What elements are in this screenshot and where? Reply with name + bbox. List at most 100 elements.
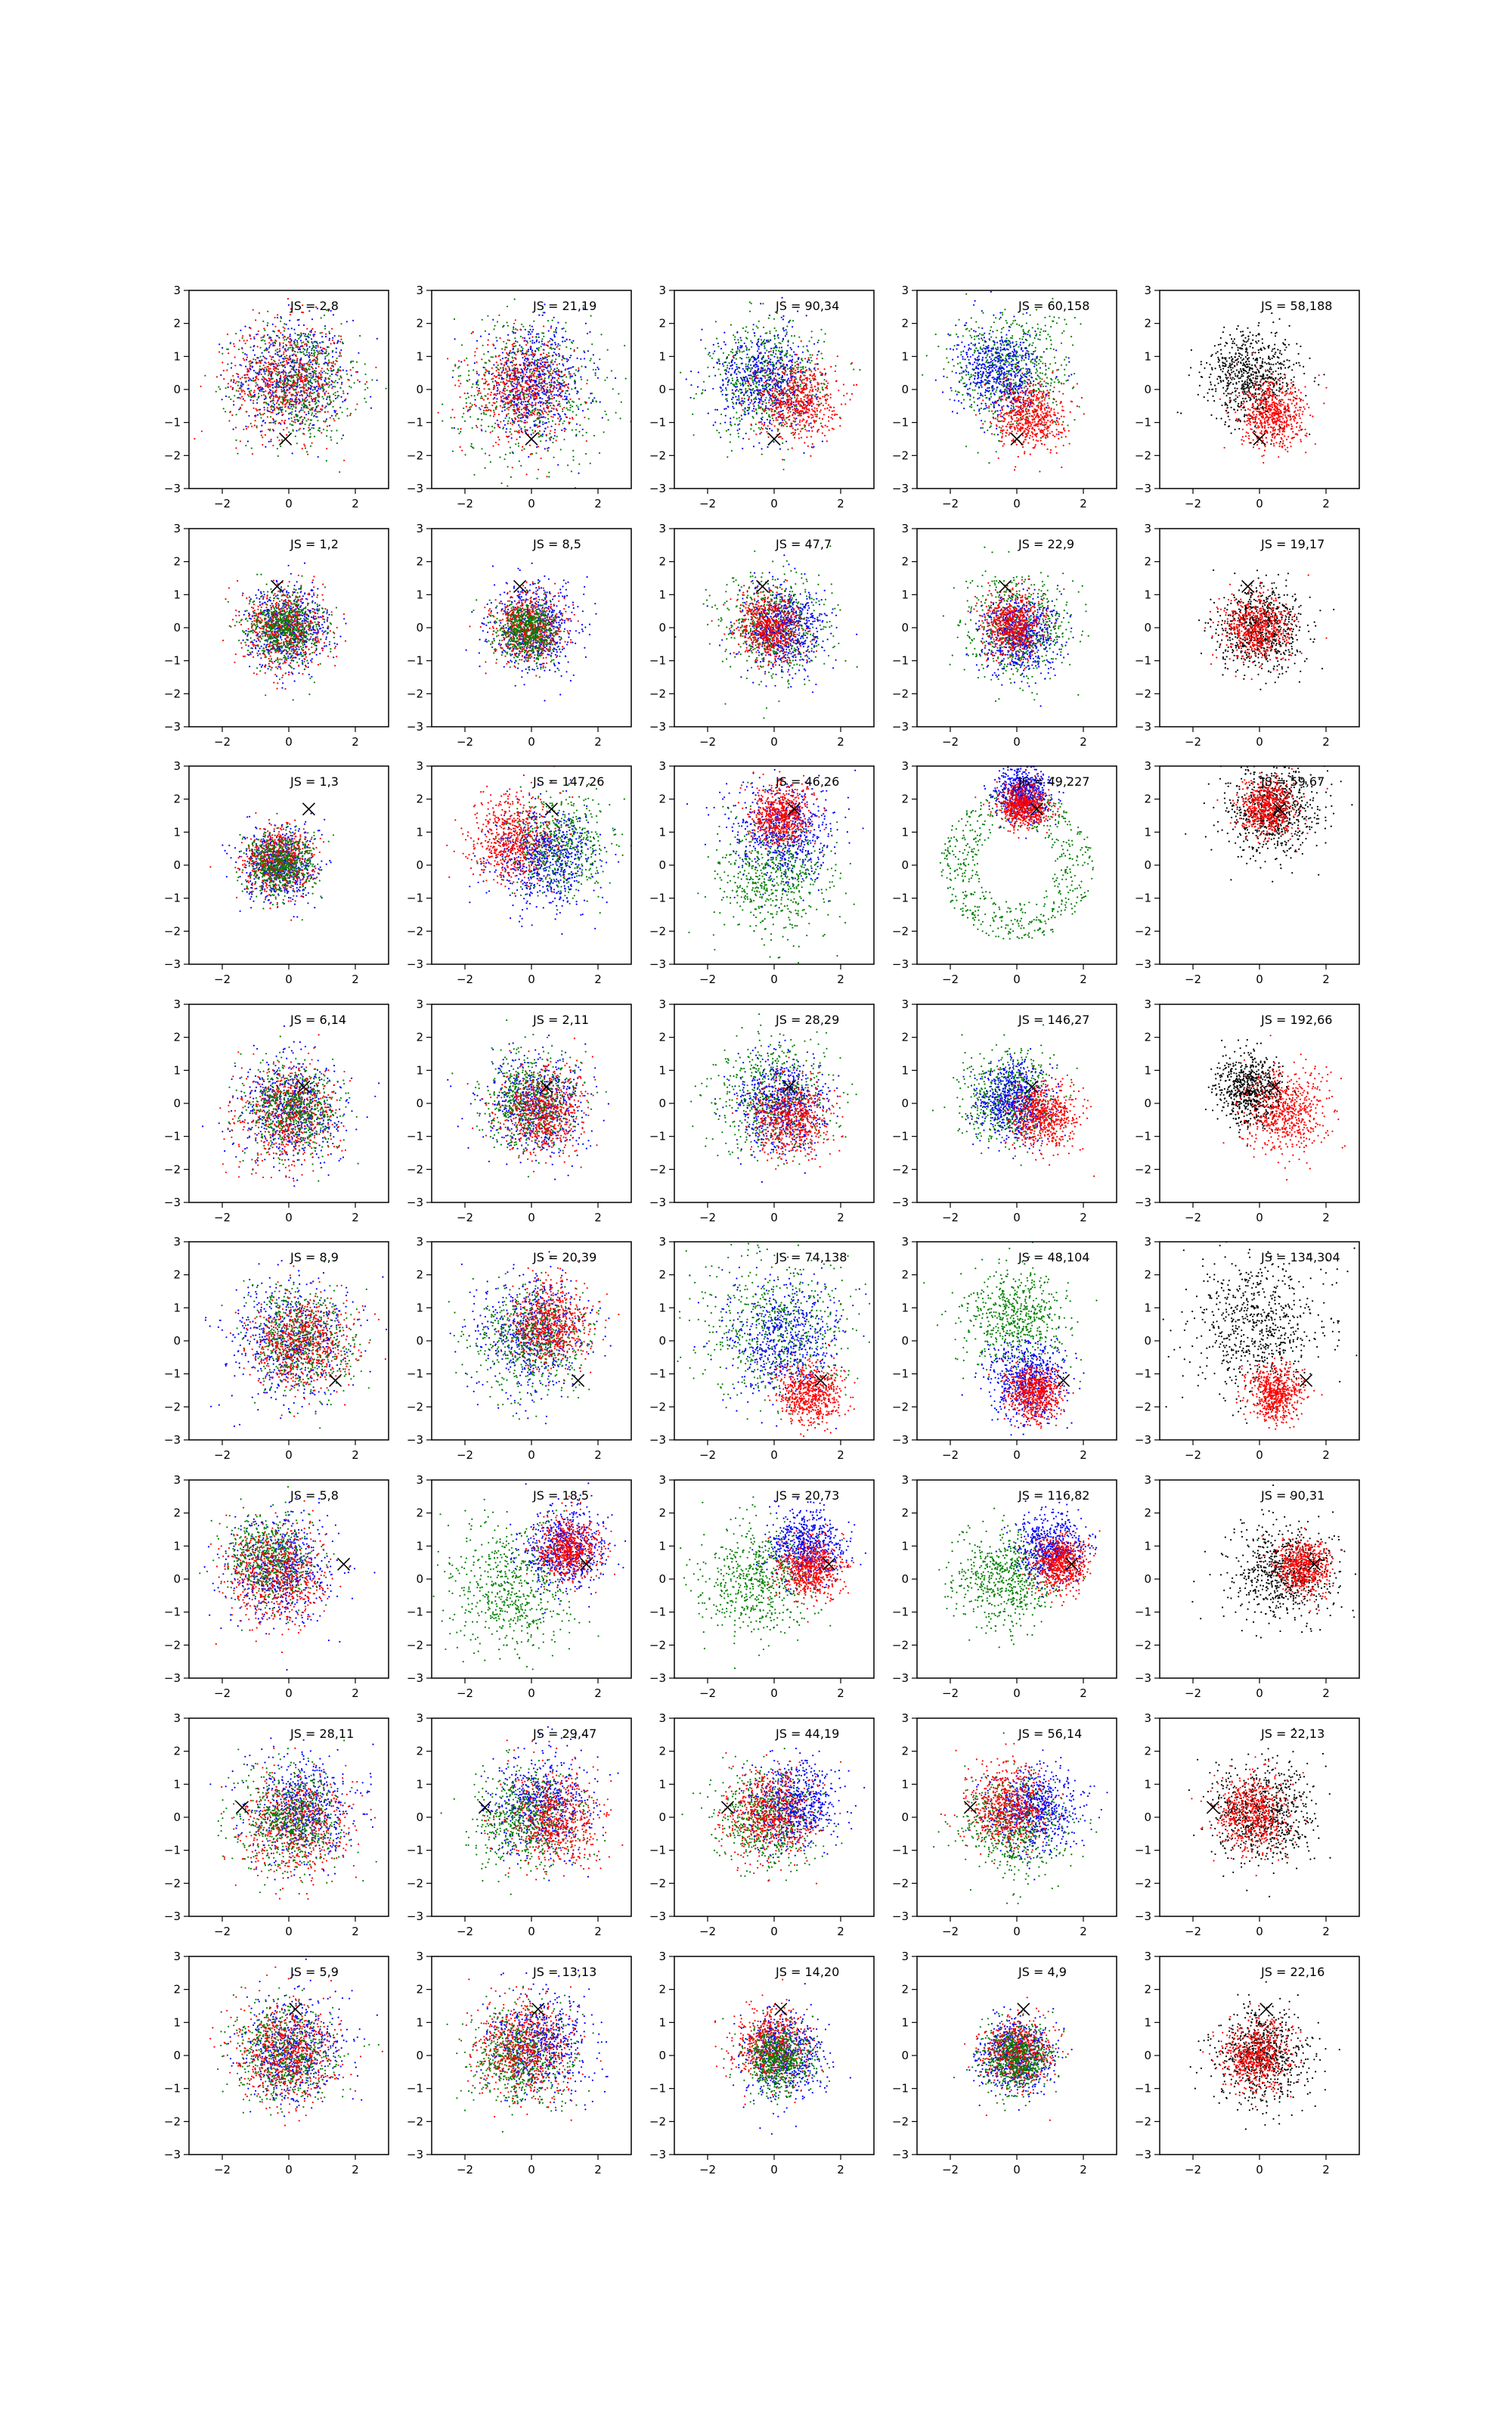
data-point [234, 356, 236, 358]
data-point [515, 392, 516, 394]
data-point [500, 381, 501, 383]
data-point [495, 367, 497, 368]
data-point [539, 397, 541, 399]
data-point [454, 318, 455, 320]
data-point [218, 351, 220, 352]
data-point [595, 372, 596, 374]
data-point [761, 377, 762, 379]
data-point [323, 420, 324, 422]
data-point [822, 418, 823, 420]
data-point [242, 337, 243, 339]
data-point [795, 373, 796, 374]
data-point [296, 383, 298, 385]
data-point [586, 440, 587, 442]
data-point [296, 378, 298, 380]
data-point [290, 371, 291, 372]
data-point [332, 356, 333, 358]
data-point [746, 357, 748, 358]
data-point [541, 332, 543, 334]
data-point [306, 392, 308, 394]
data-point [308, 366, 310, 368]
data-point [462, 416, 463, 417]
data-point [578, 473, 579, 474]
data-point [320, 386, 321, 388]
data-point [513, 371, 515, 372]
data-point [534, 430, 536, 432]
data-point [530, 394, 531, 396]
data-point [307, 380, 308, 381]
data-point [307, 408, 308, 409]
data-point [472, 383, 473, 385]
data-point [552, 390, 553, 392]
data-point [736, 351, 737, 352]
data-point [274, 341, 275, 343]
data-point [318, 396, 320, 398]
data-point [495, 407, 497, 408]
data-point [299, 411, 300, 413]
data-point [827, 395, 829, 396]
data-point [468, 396, 469, 398]
data-point [269, 398, 271, 399]
data-point [324, 380, 325, 381]
data-point [291, 366, 293, 368]
data-point [526, 354, 528, 355]
data-point [809, 378, 810, 380]
data-point [758, 398, 760, 399]
data-point [299, 362, 301, 364]
data-point [492, 373, 494, 374]
data-point [310, 387, 311, 389]
data-point [553, 438, 554, 439]
data-point [773, 365, 774, 367]
data-point [775, 353, 776, 355]
data-point [289, 357, 290, 358]
data-point [528, 386, 530, 387]
data-point [525, 429, 526, 430]
data-point [284, 356, 286, 358]
data-point [569, 371, 570, 373]
data-point [754, 380, 755, 381]
data-point [743, 377, 745, 378]
data-point [438, 412, 439, 414]
data-point [320, 346, 321, 348]
data-point [779, 448, 781, 450]
data-point [277, 448, 278, 449]
data-point [547, 346, 549, 347]
data-point [542, 374, 544, 375]
data-point [268, 342, 270, 343]
data-point [347, 392, 349, 394]
data-point [818, 340, 820, 341]
data-point [736, 399, 738, 401]
data-point [551, 381, 553, 383]
data-point [263, 407, 265, 408]
data-point [301, 394, 302, 396]
data-point [311, 348, 313, 349]
data-point [231, 367, 232, 368]
data-point [236, 381, 237, 383]
data-point [268, 361, 269, 363]
data-point [342, 369, 344, 371]
data-point [531, 342, 533, 343]
data-point [354, 382, 355, 383]
data-point [693, 398, 695, 399]
data-point [513, 331, 514, 333]
data-point [761, 352, 762, 354]
data-point [745, 390, 747, 392]
data-point [296, 377, 298, 378]
data-point [528, 364, 529, 365]
data-point [497, 321, 498, 322]
data-point [494, 347, 496, 349]
data-point [787, 389, 789, 391]
data-point [466, 358, 467, 359]
data-point [525, 374, 526, 375]
data-point [261, 359, 262, 361]
data-point [268, 347, 270, 349]
data-point [531, 354, 532, 355]
data-point [745, 364, 747, 365]
data-point [513, 386, 515, 387]
data-point [476, 425, 477, 427]
data-point [531, 405, 532, 406]
data-point [473, 474, 475, 476]
data-point [515, 364, 516, 365]
data-point [242, 352, 243, 353]
data-point [559, 386, 560, 388]
